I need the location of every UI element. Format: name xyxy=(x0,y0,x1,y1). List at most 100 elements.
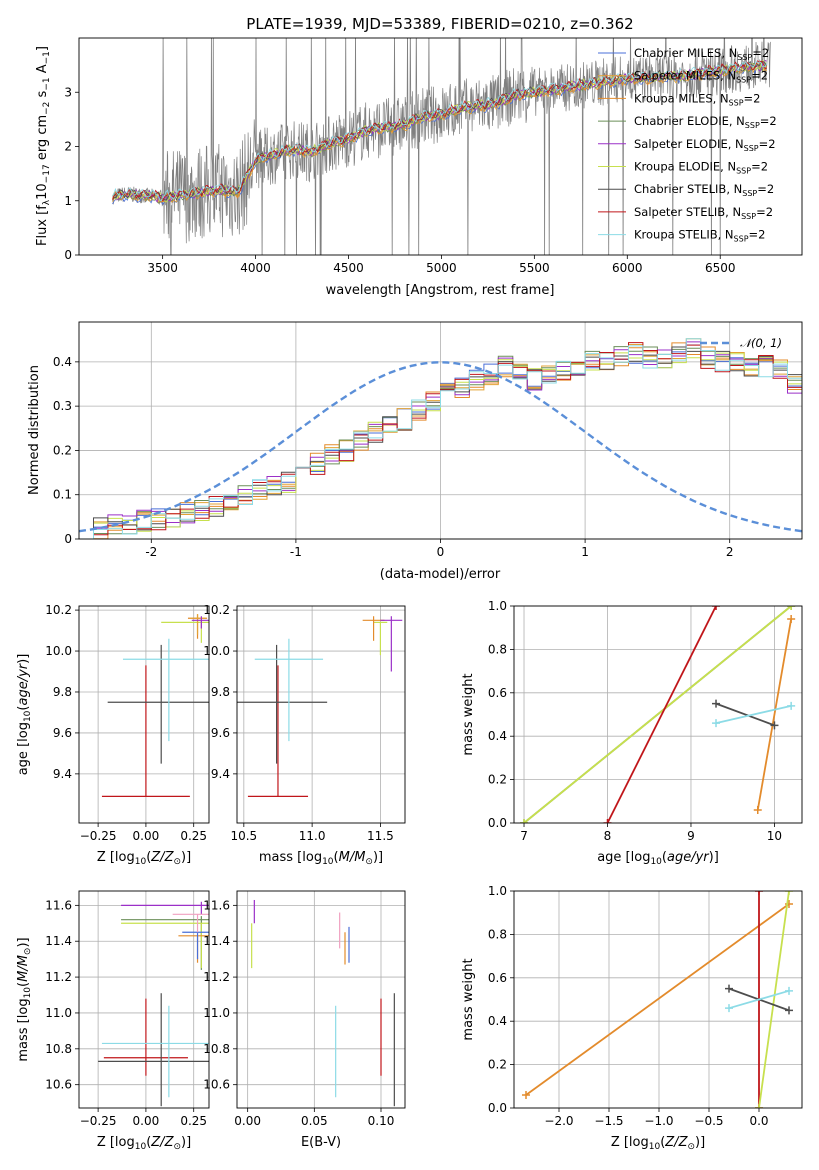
age-vs-Z-panel: −0.25 0.00 0.259.49.69.810.010.2Z [log10(Z… xyxy=(16,603,210,867)
plot-area xyxy=(101,614,209,797)
tick-label-x: −0.5 xyxy=(694,1114,723,1128)
y-axis-label: Flux [fλ10−17 erg cm−2 s−1 A−1] xyxy=(35,46,52,246)
histogram-step-line xyxy=(79,344,802,539)
series xyxy=(520,606,796,823)
tick-label-y: 1 xyxy=(64,194,72,208)
label-part: Z/Z xyxy=(150,850,174,865)
tick-label-y: 0.8 xyxy=(488,927,507,941)
legend-sub: SSP xyxy=(744,144,759,153)
x-axis-label: Z [log10(Z/Z⊙)] xyxy=(97,850,191,867)
legend-sub: SSP xyxy=(736,76,751,85)
label-part: ( xyxy=(16,706,31,711)
label-part: age [log xyxy=(597,850,650,865)
label-part: ⊙ xyxy=(687,1142,695,1152)
series-line xyxy=(523,606,792,823)
error-bar-point xyxy=(373,621,388,656)
x-axis-label: age [log10(age/yr)] xyxy=(597,850,719,867)
tick-label-x: 5500 xyxy=(519,261,550,275)
tick-label-y: 0.0 xyxy=(488,1101,507,1115)
label-part: 10 xyxy=(135,857,147,867)
label-part: 10 xyxy=(35,183,50,200)
series xyxy=(603,606,721,823)
series-marker xyxy=(712,606,721,610)
label-part: ⊙ xyxy=(173,857,181,867)
tick-label-y: 11.4 xyxy=(45,934,72,948)
label-part: )] xyxy=(373,850,383,865)
label-part: erg cm xyxy=(35,115,50,164)
tick-label-x: 8 xyxy=(604,829,612,843)
tick-label-x: 5000 xyxy=(426,261,457,275)
error-bar-point xyxy=(101,1005,209,1098)
tick-label-y: 0.0 xyxy=(488,816,507,830)
tick-label-x: 6500 xyxy=(705,261,736,275)
tick-label-x: −2.0 xyxy=(544,1114,573,1128)
label-part: ] xyxy=(35,46,50,51)
tick-label-x: −1.0 xyxy=(644,1114,673,1128)
series-line xyxy=(715,702,775,727)
tick-label-y: 9.4 xyxy=(53,767,72,781)
tick-label-x: -2 xyxy=(145,545,157,559)
tick-label-y: 0.6 xyxy=(488,971,507,985)
histogram-plot-area xyxy=(79,338,802,539)
series-marker xyxy=(603,819,612,823)
legend-tail: =2 xyxy=(751,69,768,83)
label-part: Z [log xyxy=(97,1135,135,1150)
tick-label-x: 0.0 xyxy=(749,1114,768,1128)
legend-text: Kroupa STELIB, N xyxy=(634,228,734,242)
error-bar-point xyxy=(191,616,209,629)
label-part: −17 xyxy=(42,164,52,183)
tick-label-x: -1 xyxy=(290,545,302,559)
axes-frame xyxy=(78,890,210,1109)
plot-area xyxy=(251,899,395,1107)
legend-entry: Kroupa MILES, NSSP=2 xyxy=(634,91,760,107)
tick-label-y: 10.0 xyxy=(203,644,230,658)
tick-label-x: −1.5 xyxy=(594,1114,623,1128)
series-marker xyxy=(787,606,796,610)
axes-frame xyxy=(236,605,406,824)
error-bar-point xyxy=(103,998,188,1076)
legend-sub: SSP xyxy=(742,189,757,198)
y-axis-label: mass [log10(M/M⊙)] xyxy=(16,937,33,1061)
legend-sub: SSP xyxy=(736,167,751,176)
tick-label-y: 10.8 xyxy=(45,1042,72,1056)
label-part: 10 xyxy=(322,857,334,867)
tick-label-x: 7 xyxy=(520,829,528,843)
series xyxy=(712,699,779,730)
tick-label-y: 11.4 xyxy=(203,934,230,948)
tick-label-y: 0.4 xyxy=(488,1014,507,1028)
tick-label-x: 0.05 xyxy=(301,1114,328,1128)
tick-label-y: 10.8 xyxy=(203,1042,230,1056)
series-marker xyxy=(712,699,721,708)
histogram-step-line xyxy=(79,346,802,539)
series-line xyxy=(758,891,790,1108)
histogram-step-line xyxy=(79,342,802,539)
label-part: ( xyxy=(146,1135,151,1150)
series-marker xyxy=(770,721,779,730)
label-part: 10 xyxy=(23,710,33,722)
normal-distribution-line xyxy=(79,361,802,533)
tick-label-x: 1 xyxy=(581,545,589,559)
tick-label-x: 0.25 xyxy=(180,1114,207,1128)
tick-label-x: 4000 xyxy=(240,261,271,275)
error-bar-point xyxy=(247,665,309,797)
series-marker xyxy=(522,1090,530,1099)
series-marker xyxy=(520,819,529,823)
tick-label-y: 9.4 xyxy=(211,767,230,781)
tick-label-x: −0.25 xyxy=(80,829,117,843)
mass-vs-EBV-panel: 0.00 0.05 0.10 10.6 10.8 11.0 11.2 11.4 11.6 E(B-… xyxy=(203,890,406,1150)
series-marker xyxy=(725,1004,733,1013)
series-line xyxy=(728,989,790,1010)
tick-label-x: 2 xyxy=(726,545,734,559)
legend-text: Salpeter STELIB, N xyxy=(634,205,741,219)
tick-label-y: 11.6 xyxy=(45,898,72,912)
series-line xyxy=(715,704,792,725)
legend-entry: Chabrier MILES, NSSP=2 xyxy=(634,46,769,62)
legend-text: Chabrier STELIB, N xyxy=(634,182,742,196)
legend-tail: =2 xyxy=(757,182,774,196)
legend-text: Salpeter ELODIE, N xyxy=(634,137,744,151)
label-part: E(B-V) xyxy=(301,1135,341,1150)
label-part: ( xyxy=(146,850,151,865)
series-marker xyxy=(787,615,796,624)
